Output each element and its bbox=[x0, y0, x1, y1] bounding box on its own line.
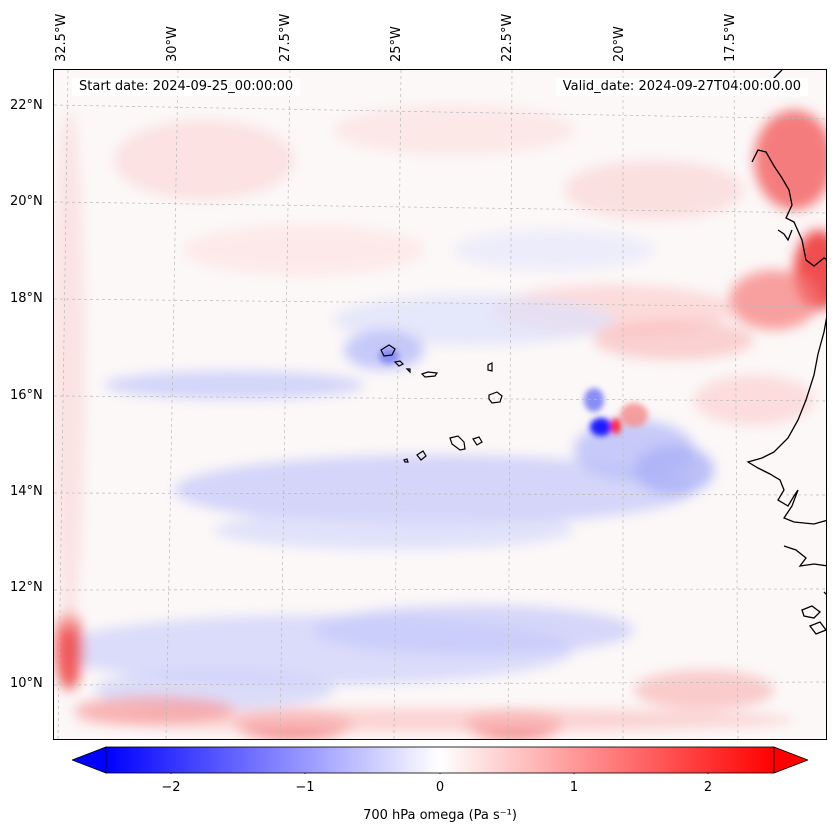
cape-verde-islands bbox=[380, 344, 503, 463]
africa-coastline bbox=[746, 70, 826, 635]
graticule bbox=[54, 70, 826, 739]
colorbar-extend-max bbox=[773, 746, 808, 774]
colorbar bbox=[72, 746, 808, 774]
lat-label-10n: 10°N bbox=[10, 676, 43, 691]
lat-label-20n: 20°N bbox=[10, 194, 43, 209]
convective-cell bbox=[379, 348, 648, 436]
map-panel: Start date: 2024-09-25_00:00:00 Valid_da… bbox=[53, 69, 827, 740]
lon-label-20w: 20°W bbox=[612, 26, 627, 62]
lat-label-14n: 14°N bbox=[10, 484, 43, 499]
colorbar-extend-min bbox=[72, 746, 107, 774]
lon-label-25w: 25°W bbox=[389, 26, 404, 62]
lat-label-18n: 18°N bbox=[10, 291, 43, 306]
colorbar-tick-0: 0 bbox=[435, 780, 445, 795]
lat-label-22n: 22°N bbox=[10, 98, 43, 113]
lon-label-17-5w: 17.5°W bbox=[723, 13, 738, 62]
colorbar-label: 700 hPa omega (Pa s⁻¹) bbox=[363, 808, 517, 823]
colorbar-ticks bbox=[170, 773, 709, 774]
colorbar-tick-1: 1 bbox=[569, 780, 579, 795]
colorbar-gradient bbox=[105, 746, 775, 774]
colorbar-tick-neg1: −1 bbox=[295, 780, 315, 795]
valid-date-label: Valid_date: 2024-09-27T04:00:00.00 bbox=[555, 78, 808, 96]
lon-label-22-5w: 22.5°W bbox=[500, 13, 515, 62]
start-date-label: Start date: 2024-09-25_00:00:00 bbox=[72, 78, 301, 96]
lon-label-30w: 30°W bbox=[165, 26, 180, 62]
lon-label-27-5w: 27.5°W bbox=[278, 13, 293, 62]
colorbar-tick-neg2: −2 bbox=[161, 780, 181, 795]
lon-label-32-5w: 32.5°W bbox=[54, 13, 69, 62]
omega-field-map bbox=[54, 70, 826, 739]
lat-label-12n: 12°N bbox=[10, 580, 43, 595]
colorbar-tick-2: 2 bbox=[703, 780, 713, 795]
field-patches bbox=[54, 105, 826, 739]
lat-label-16n: 16°N bbox=[10, 388, 43, 403]
